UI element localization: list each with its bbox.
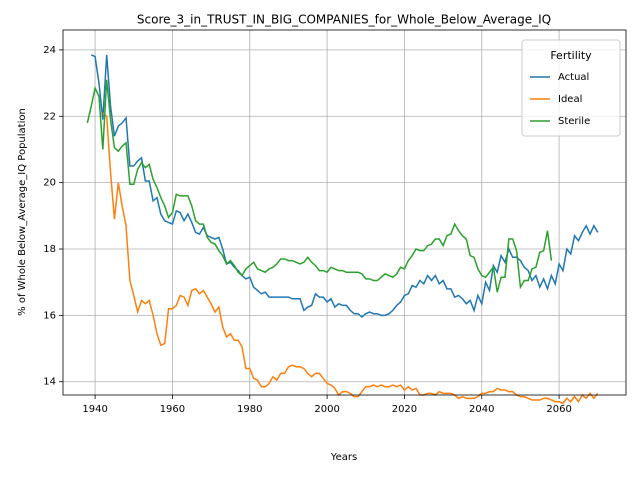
legend-label: Actual bbox=[558, 72, 589, 83]
x-tick-label: 2000 bbox=[314, 404, 339, 415]
x-tick-label: 2040 bbox=[469, 404, 494, 415]
y-tick-label: 16 bbox=[43, 310, 56, 321]
series-line bbox=[90, 54, 599, 319]
legend-title: Fertility bbox=[550, 49, 592, 62]
legend-label: Ideal bbox=[558, 94, 582, 105]
x-tick-label: 1940 bbox=[82, 404, 107, 415]
x-axis-label: Years bbox=[330, 452, 357, 463]
y-tick-label: 22 bbox=[43, 111, 56, 122]
y-tick-label: 18 bbox=[43, 244, 56, 255]
y-tick-label: 24 bbox=[43, 45, 56, 56]
series-line bbox=[102, 112, 599, 405]
legend-box bbox=[521, 39, 621, 137]
x-tick-label: 2060 bbox=[546, 404, 571, 415]
chart-title: Score_3_in_TRUST_IN_BIG_COMPANIES_for_Wh… bbox=[137, 13, 551, 27]
y-tick-label: 20 bbox=[43, 178, 56, 189]
series-line bbox=[86, 79, 553, 293]
x-tick-label: 1980 bbox=[237, 404, 262, 415]
legend-label: Sterile bbox=[558, 116, 590, 127]
x-tick-label: 1960 bbox=[160, 404, 185, 415]
x-tick-label: 2020 bbox=[392, 404, 417, 415]
y-tick-label: 14 bbox=[43, 377, 56, 388]
plot-frame bbox=[62, 29, 627, 396]
y-axis-label: % of Whole Below_Average_IQ Population bbox=[17, 108, 28, 316]
